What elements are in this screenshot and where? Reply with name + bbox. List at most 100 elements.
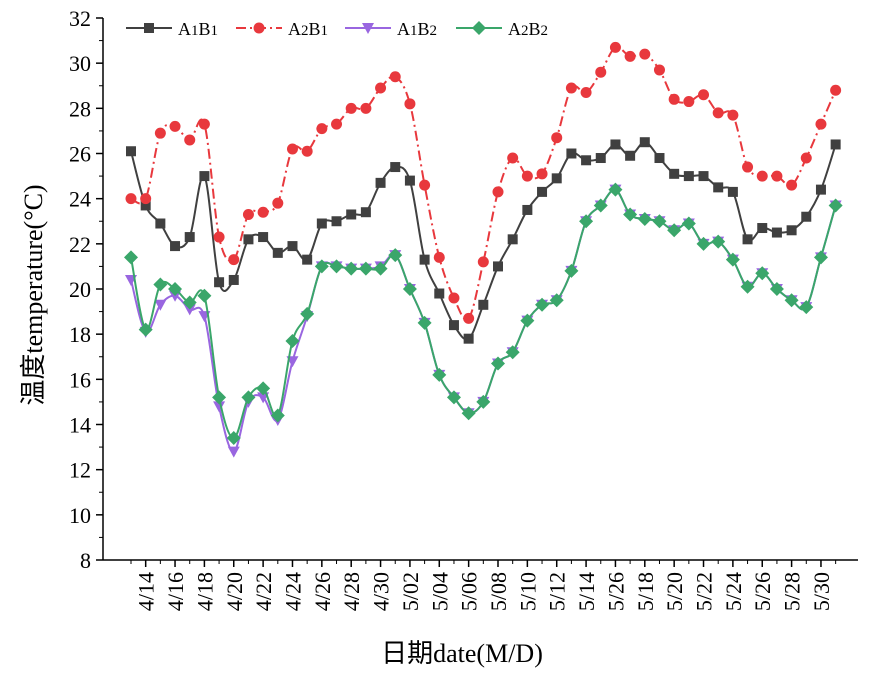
x-tick-label: 5/12 xyxy=(545,572,570,611)
data-point xyxy=(476,394,491,409)
y-tick-label: 26 xyxy=(69,142,91,167)
data-point xyxy=(329,259,344,274)
data-point xyxy=(463,333,474,344)
data-point xyxy=(138,322,153,337)
data-point xyxy=(698,171,709,182)
data-point xyxy=(197,288,212,303)
data-point xyxy=(549,293,564,308)
data-point xyxy=(654,153,665,164)
data-point xyxy=(272,247,283,258)
x-tick-label: 5/08 xyxy=(486,572,511,611)
data-point xyxy=(683,171,694,182)
y-tick-label: 12 xyxy=(69,458,91,483)
legend-label: A1B2 xyxy=(397,19,437,39)
data-point xyxy=(623,207,638,222)
data-point xyxy=(316,218,327,229)
data-point xyxy=(184,232,195,243)
data-point xyxy=(182,295,197,310)
x-tick-label: 5/24 xyxy=(721,572,746,611)
x-axis-title: 日期date(M/D) xyxy=(381,639,543,668)
data-point xyxy=(183,304,196,316)
data-point xyxy=(727,186,738,197)
data-point xyxy=(712,107,724,119)
data-point xyxy=(799,300,814,315)
data-point xyxy=(155,218,166,229)
x-tick-label: 4/22 xyxy=(251,572,276,611)
series-layer xyxy=(124,41,843,458)
y-tick-label: 14 xyxy=(69,413,91,438)
data-point xyxy=(478,299,489,310)
data-point xyxy=(727,109,739,121)
y-tick-label: 30 xyxy=(69,51,91,76)
data-point xyxy=(404,175,415,186)
data-point xyxy=(404,98,416,110)
data-point xyxy=(140,200,151,211)
data-point xyxy=(609,41,621,53)
data-point xyxy=(316,123,328,135)
data-point xyxy=(493,261,503,272)
data-point xyxy=(653,64,665,76)
series-a1b1 xyxy=(126,137,841,344)
data-point xyxy=(624,50,636,62)
x-tick-label: 5/18 xyxy=(633,572,658,611)
data-point xyxy=(227,446,240,458)
data-point xyxy=(491,356,505,371)
data-point xyxy=(153,277,168,292)
data-point xyxy=(593,198,608,213)
data-point xyxy=(213,401,226,413)
data-point xyxy=(713,182,724,193)
data-point xyxy=(375,82,387,94)
data-point xyxy=(345,102,357,114)
legend-label: A1B1 xyxy=(178,19,218,39)
data-point xyxy=(815,184,826,195)
x-tick-label: 4/30 xyxy=(369,572,394,611)
data-point xyxy=(243,234,254,245)
data-point xyxy=(595,153,606,164)
legend-label: A2B1 xyxy=(288,19,328,39)
data-point xyxy=(154,299,167,311)
data-point xyxy=(461,406,476,421)
data-point xyxy=(771,170,783,182)
data-point xyxy=(742,234,753,245)
data-point xyxy=(373,261,388,276)
data-point xyxy=(300,306,315,321)
data-point xyxy=(507,152,519,164)
data-point xyxy=(830,84,842,96)
data-point xyxy=(287,241,298,252)
data-point xyxy=(212,390,227,405)
data-point xyxy=(360,102,372,114)
data-point xyxy=(521,170,533,182)
data-point xyxy=(477,256,489,268)
data-point xyxy=(432,367,447,382)
legend-marker xyxy=(253,22,265,34)
data-point xyxy=(124,250,138,265)
data-point xyxy=(801,211,812,222)
data-point xyxy=(434,288,445,299)
data-point xyxy=(402,282,417,296)
data-point xyxy=(755,266,770,281)
x-tick-label: 4/16 xyxy=(163,572,188,611)
x-tick-label: 5/14 xyxy=(574,572,599,611)
data-point xyxy=(740,279,755,294)
data-point xyxy=(257,206,269,218)
data-point xyxy=(667,223,682,238)
y-axis-title: 温度temperature(°C) xyxy=(19,184,48,405)
data-point xyxy=(756,170,768,182)
data-point xyxy=(813,250,828,265)
legend-marker xyxy=(472,21,486,35)
data-point xyxy=(711,234,726,249)
data-point xyxy=(786,225,797,236)
data-point xyxy=(360,207,371,218)
data-point xyxy=(579,214,594,229)
data-point xyxy=(637,211,652,226)
data-point xyxy=(140,193,152,205)
data-point xyxy=(346,209,357,220)
data-point xyxy=(742,161,754,173)
series-line xyxy=(130,45,837,321)
x-tick-label: 5/20 xyxy=(662,572,687,611)
x-tick-label: 4/24 xyxy=(280,572,305,611)
data-point xyxy=(258,232,269,243)
data-point xyxy=(419,179,431,191)
data-point xyxy=(551,173,562,184)
data-point xyxy=(566,148,577,159)
